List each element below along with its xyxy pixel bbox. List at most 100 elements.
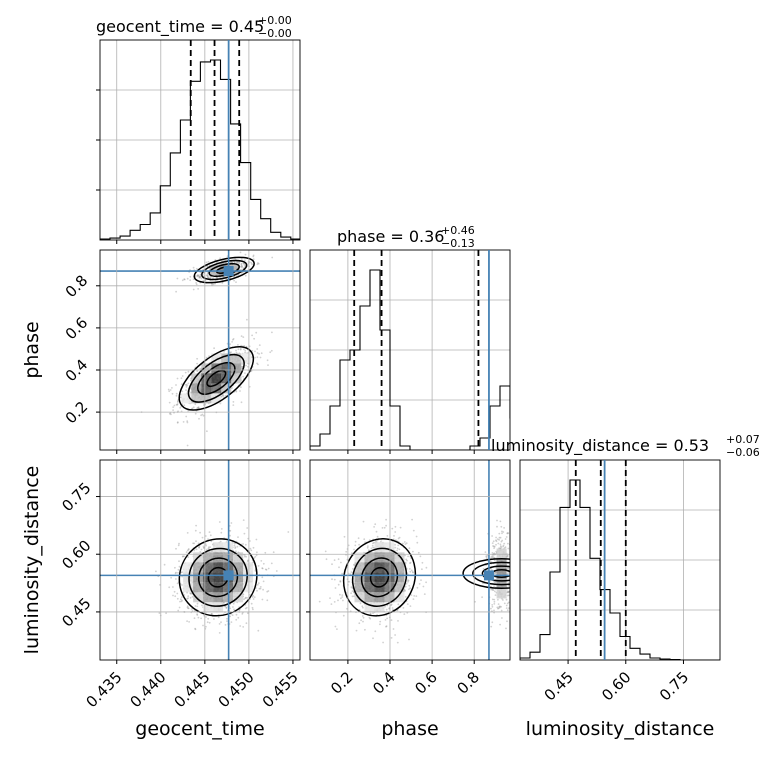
sample-point xyxy=(261,567,264,569)
sample-point xyxy=(220,531,223,534)
sample-point xyxy=(490,555,493,558)
sample-point xyxy=(496,519,498,522)
sample-point xyxy=(346,607,348,610)
sample-point xyxy=(186,277,189,280)
sample-point xyxy=(187,548,190,551)
sample-point xyxy=(525,566,527,568)
density-block xyxy=(183,582,194,593)
sample-point xyxy=(396,547,399,550)
sample-point xyxy=(209,534,212,537)
sample-point xyxy=(409,587,411,589)
sample-point xyxy=(258,587,261,590)
sample-point xyxy=(185,389,187,391)
sample-point xyxy=(252,608,254,611)
sample-point xyxy=(178,542,180,545)
sample-point xyxy=(422,585,425,588)
density-block xyxy=(394,582,405,593)
sample-point xyxy=(181,584,183,586)
sample-point xyxy=(361,605,364,608)
sample-point xyxy=(348,580,351,583)
sample-point xyxy=(498,539,500,541)
sample-point xyxy=(257,629,260,632)
sample-point xyxy=(495,539,497,542)
y-tick-label: 0.45 xyxy=(58,594,94,630)
sample-point xyxy=(237,348,240,351)
density-block xyxy=(496,548,507,559)
sample-point xyxy=(233,542,236,545)
sample-point xyxy=(515,578,517,580)
sample-point xyxy=(200,414,203,417)
sample-point xyxy=(405,542,408,545)
sample-point xyxy=(176,403,179,406)
contour-level xyxy=(206,369,227,388)
sample-point xyxy=(194,403,197,406)
sample-point xyxy=(197,406,200,409)
sample-point xyxy=(195,267,198,270)
sample-point xyxy=(207,276,210,279)
sample-point xyxy=(243,345,246,347)
sample-point xyxy=(222,394,224,396)
sample-point xyxy=(375,530,378,533)
sample-point xyxy=(195,540,197,543)
sample-point xyxy=(192,288,195,291)
density-block xyxy=(364,582,375,593)
sample-point xyxy=(508,591,510,593)
sample-point xyxy=(182,555,184,558)
sample-point xyxy=(516,583,518,585)
density-block xyxy=(193,582,204,593)
sample-point xyxy=(235,618,238,621)
sample-point xyxy=(229,534,231,537)
density-block xyxy=(233,562,244,573)
sample-point xyxy=(498,605,501,608)
sample-point xyxy=(171,392,174,395)
sample-point xyxy=(511,577,513,579)
density-block xyxy=(209,265,220,275)
density-block xyxy=(233,582,244,593)
sample-point xyxy=(493,556,496,559)
density-block xyxy=(221,353,232,364)
sample-point xyxy=(482,568,485,570)
y-tick-label: 0.75 xyxy=(58,479,94,515)
sample-point xyxy=(235,281,237,283)
sample-point xyxy=(184,371,187,374)
sample-point xyxy=(413,595,416,597)
density-block xyxy=(213,592,224,603)
sample-point xyxy=(403,541,406,543)
contour-level xyxy=(197,557,239,598)
sample-point xyxy=(251,606,254,609)
sample-point xyxy=(516,541,518,543)
sample-point xyxy=(177,572,179,574)
sample-point xyxy=(507,591,509,594)
sample-point xyxy=(206,621,209,624)
sample-point xyxy=(237,616,240,619)
sample-point xyxy=(256,356,259,359)
sample-point xyxy=(234,546,237,548)
sample-point xyxy=(275,570,278,572)
sample-point xyxy=(185,386,188,388)
sample-point xyxy=(175,547,177,550)
sample-point xyxy=(506,532,509,535)
sample-point xyxy=(420,579,422,581)
sample-point xyxy=(390,604,392,607)
density-layer xyxy=(100,250,527,660)
sample-point xyxy=(372,542,374,545)
sample-point xyxy=(373,526,375,528)
sample-point xyxy=(351,595,354,598)
xlabel-geocent-time: geocent_time xyxy=(135,718,264,740)
sample-point xyxy=(243,598,245,601)
contour-level xyxy=(351,547,408,607)
sample-point xyxy=(494,594,497,596)
sample-point xyxy=(386,604,389,607)
sample-point xyxy=(226,620,228,622)
sample-point xyxy=(198,546,200,549)
sample-point xyxy=(507,532,510,535)
sample-point xyxy=(219,540,222,543)
sample-point xyxy=(200,277,203,280)
sample-point xyxy=(205,274,208,277)
sample-point xyxy=(180,600,183,603)
sample-point xyxy=(254,350,256,353)
sample-point xyxy=(194,275,197,277)
sample-point xyxy=(179,600,181,603)
sample-point xyxy=(406,603,409,605)
sample-point xyxy=(411,571,414,573)
